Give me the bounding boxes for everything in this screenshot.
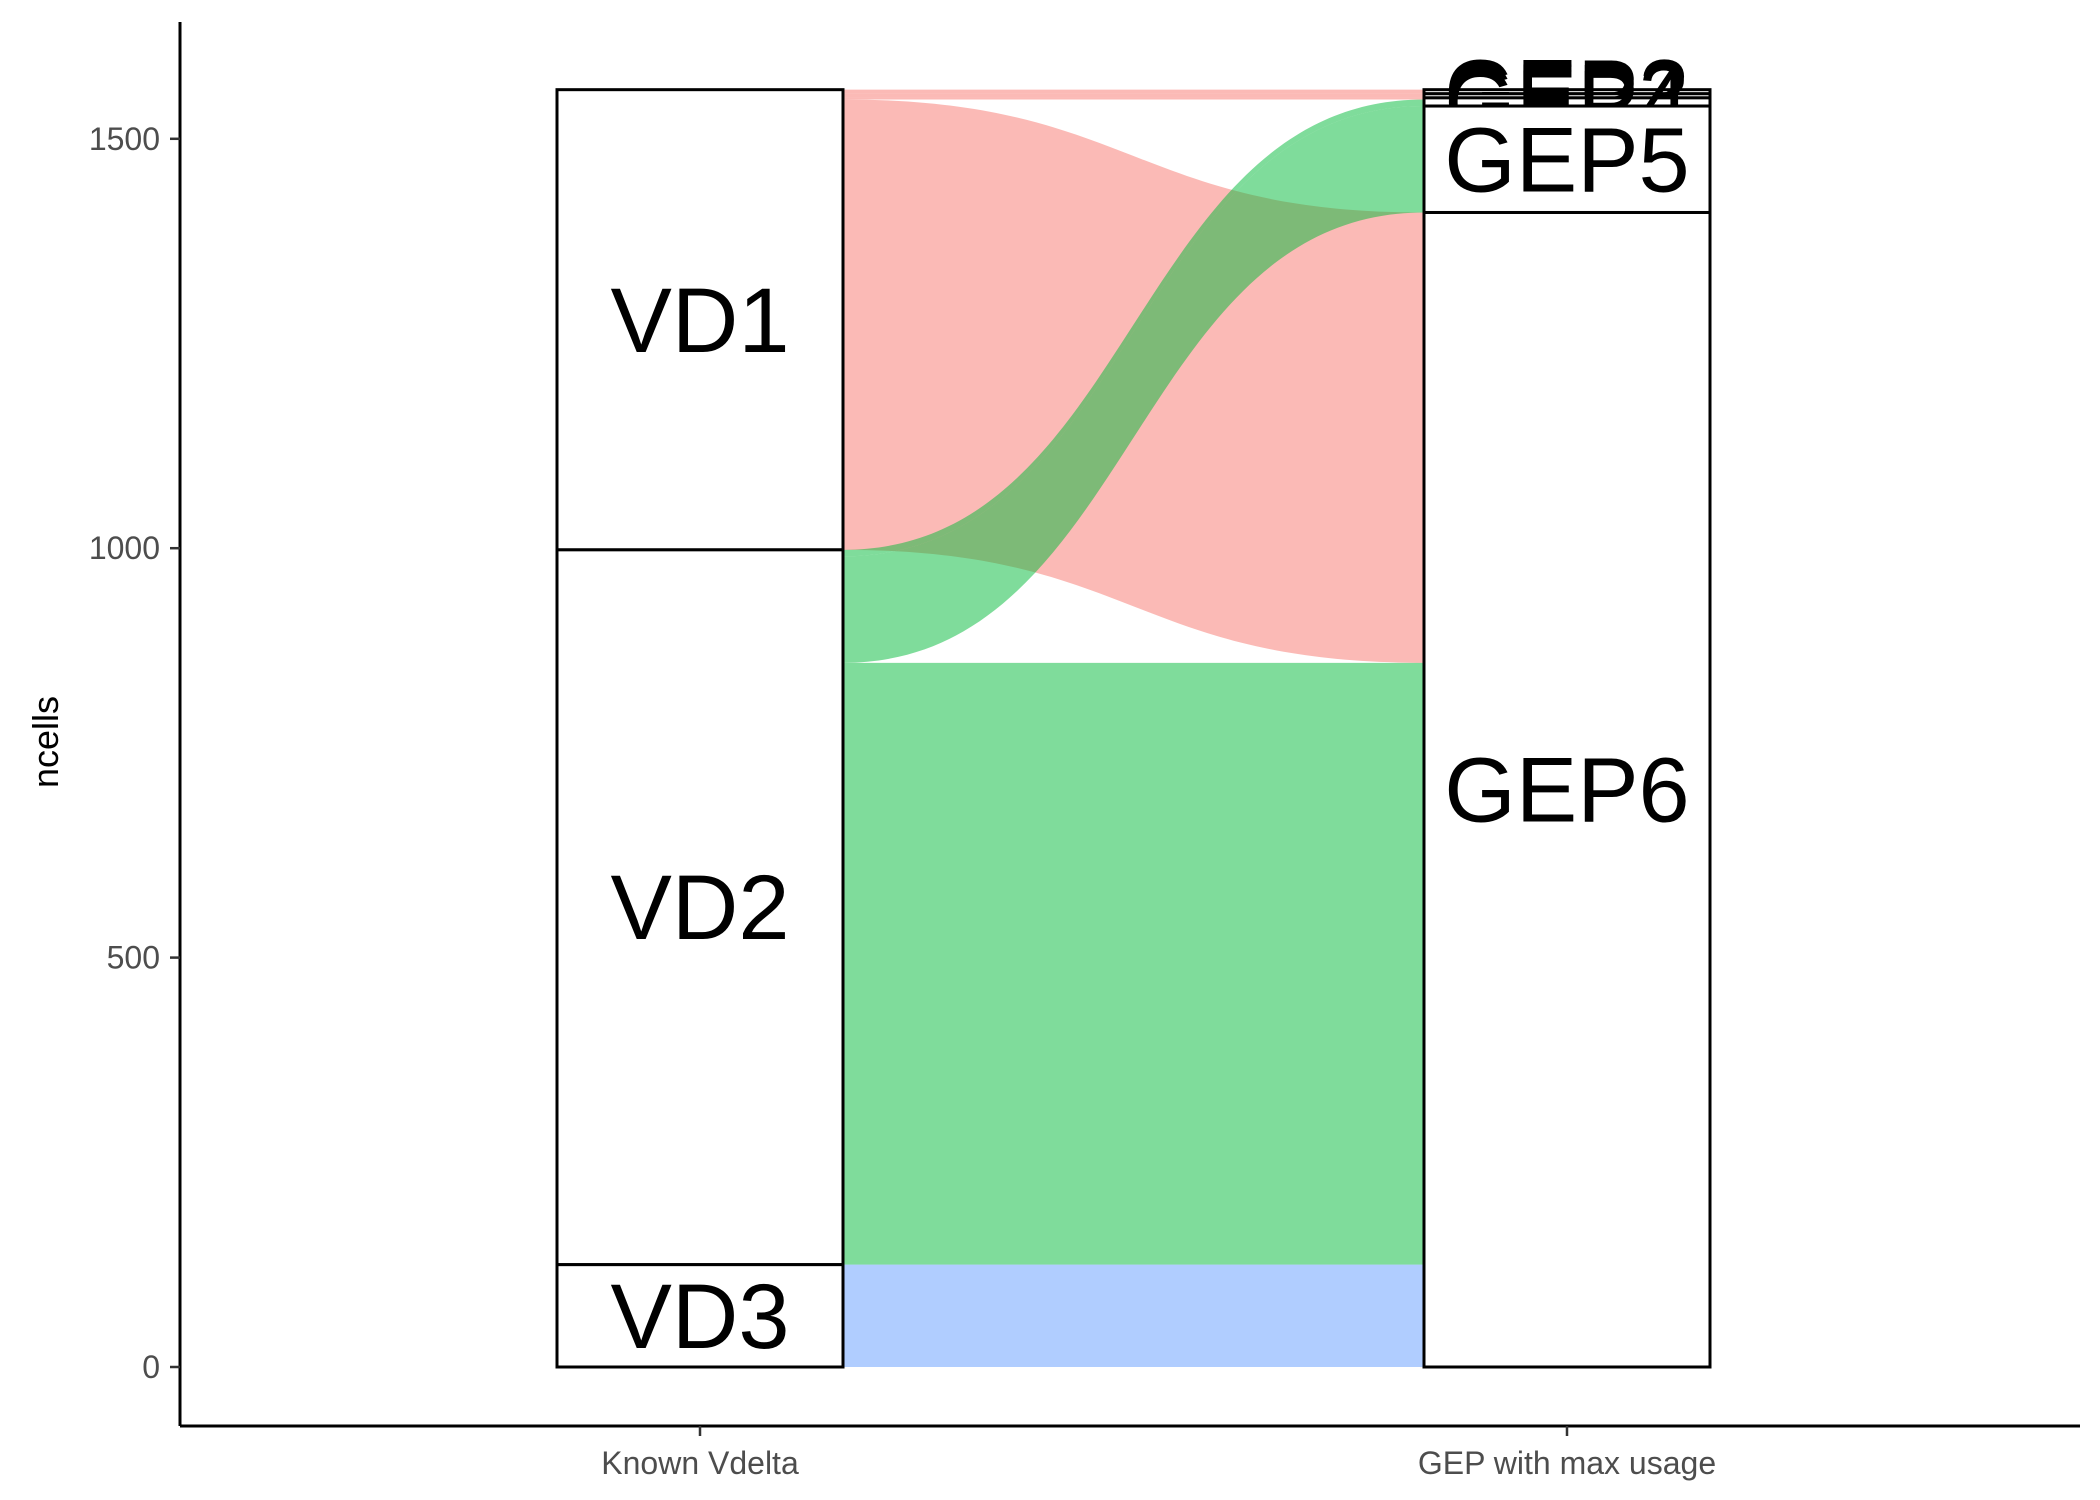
y-tick-label-0: 0 bbox=[142, 1349, 160, 1385]
flows-layer bbox=[843, 89, 1424, 1367]
axes-layer bbox=[178, 22, 2080, 1428]
stratum-label-vd1: VD1 bbox=[611, 270, 790, 372]
stratum-box-gep6 bbox=[1422, 210, 1712, 1369]
stratum-label-gep5: GEP5 bbox=[1444, 109, 1689, 211]
flow-vd2-to-gep6 bbox=[843, 662, 1424, 1265]
stratum-box-vd3 bbox=[555, 1263, 845, 1369]
stratum-label-vd3: VD3 bbox=[611, 1266, 790, 1368]
flow-vd3-to-gep6 bbox=[843, 1264, 1424, 1367]
y-tick-label-1000: 1000 bbox=[89, 530, 160, 566]
flow-vd2-to-gep5 bbox=[843, 106, 1424, 663]
stratum-label-gep6: GEP6 bbox=[1444, 740, 1689, 842]
x-ticks: Known Vdelta GEP with max usage bbox=[601, 1426, 1716, 1481]
flow-vd2-to-gep4 bbox=[843, 99, 1424, 557]
x-tick-label-0: Known Vdelta bbox=[601, 1445, 799, 1481]
flow-vd1-to-gep2 bbox=[843, 89, 1424, 94]
stratum-box-vd2 bbox=[555, 548, 845, 1267]
flow-vd1-to-gep3 bbox=[843, 93, 1424, 98]
strata-layer: VD1VD2VD3GEP2GEP3GEP4GEP5GEP6 bbox=[555, 42, 1712, 1369]
y-ticks: 0 500 1000 1500 bbox=[89, 121, 180, 1385]
stratum-box-gep5 bbox=[1422, 104, 1712, 214]
stratum-box-vd1 bbox=[555, 88, 845, 552]
stratum-label-vd2: VD2 bbox=[611, 857, 790, 959]
x-tick-label-1: GEP with max usage bbox=[1418, 1445, 1716, 1481]
y-tick-label-1500: 1500 bbox=[89, 121, 160, 157]
y-tick-label-500: 500 bbox=[107, 940, 160, 976]
flow-vd1-to-gep4 bbox=[843, 97, 1424, 100]
y-axis-title: ncells bbox=[25, 696, 66, 788]
